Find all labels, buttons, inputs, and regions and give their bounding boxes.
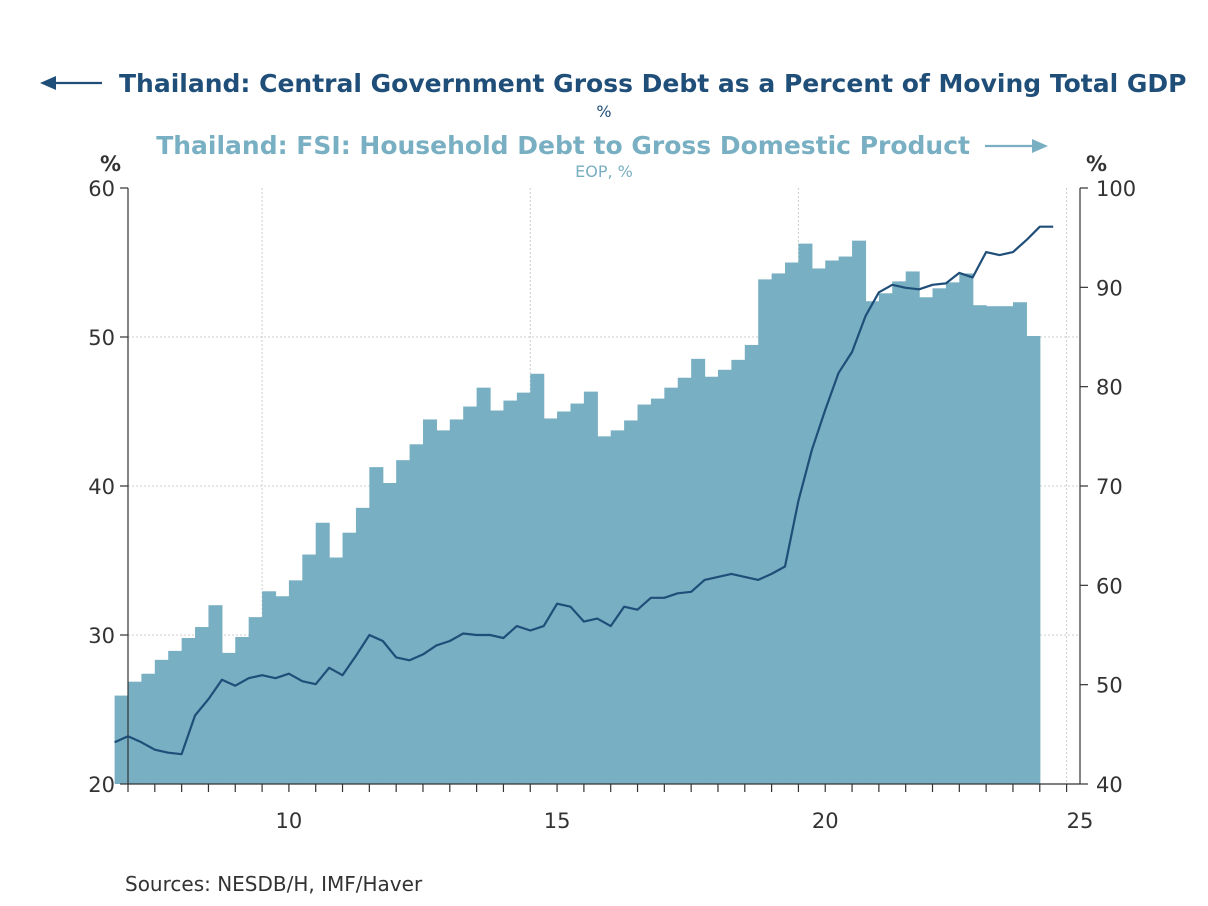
household-debt-bar [248, 617, 263, 784]
household-debt-bar [342, 532, 357, 784]
household-debt-bar [704, 376, 719, 784]
source-note: Sources: NESDB/H, IMF/Haver [125, 872, 423, 896]
household-debt-bar [369, 467, 384, 784]
household-debt-bar [798, 243, 813, 785]
household-debt-bar [570, 403, 585, 784]
left-series-arrow [40, 76, 102, 90]
household-debt-bar [959, 273, 974, 784]
right-tick-label: 90 [1096, 276, 1123, 300]
household-debt-bar [543, 418, 558, 784]
household-debt-bar [624, 420, 639, 784]
household-debt-bar [557, 411, 572, 784]
household-debt-bar [1026, 336, 1041, 784]
household-debt-bar [221, 652, 236, 784]
household-debt-bar [785, 262, 800, 784]
household-debt-bar [852, 240, 867, 784]
household-debt-bar [382, 483, 397, 784]
household-debt-bar [650, 398, 665, 784]
household-debt-bar [463, 406, 478, 784]
right-tick-label: 60 [1096, 574, 1123, 598]
household-debt-bar [637, 404, 652, 784]
household-debt-bars [114, 240, 1041, 785]
household-debt-bar [1012, 302, 1027, 784]
household-debt-bar [181, 637, 196, 784]
right-tick-label: 50 [1096, 674, 1123, 698]
household-debt-bar [476, 387, 491, 784]
household-debt-bar [262, 591, 277, 784]
household-debt-bar [503, 400, 518, 784]
household-debt-bar [396, 460, 411, 784]
household-debt-bar [275, 596, 290, 784]
household-debt-bar [986, 306, 1001, 784]
household-debt-bar [302, 554, 317, 784]
left-tick-label: 20 [88, 773, 115, 797]
household-debt-bar [168, 650, 183, 784]
x-tick-label: 10 [276, 809, 303, 833]
right-axis-unit: % [1086, 152, 1107, 176]
left-axis-unit: % [100, 152, 121, 176]
household-debt-bar [865, 301, 880, 784]
left-series-subtitle: % [596, 102, 611, 121]
household-debt-bar [235, 636, 250, 784]
right-tick-label: 100 [1096, 177, 1136, 201]
household-debt-bar [744, 344, 759, 784]
household-debt-bar [436, 430, 451, 784]
household-debt-bar [154, 659, 169, 784]
household-debt-bar [717, 369, 732, 784]
right-series-title: Thailand: FSI: Household Debt to Gross D… [156, 131, 970, 160]
household-debt-bar [691, 358, 706, 784]
household-debt-bar [583, 391, 598, 784]
household-debt-bar [422, 419, 437, 784]
right-series-arrow [985, 139, 1048, 153]
x-tick-label: 15 [544, 809, 571, 833]
household-debt-bar [141, 673, 156, 784]
household-debt-bar [771, 273, 786, 784]
household-debt-bar [677, 377, 692, 784]
x-tick-label: 20 [812, 809, 839, 833]
household-debt-bar [731, 359, 746, 784]
government-debt-line [114, 225, 1054, 756]
left-series-title: Thailand: Central Government Gross Debt … [119, 69, 1186, 98]
right-tick-label: 40 [1096, 773, 1123, 797]
household-debt-bar [449, 419, 464, 784]
x-tick-label: 25 [1067, 809, 1094, 833]
left-tick-label: 50 [88, 326, 115, 350]
household-debt-bar [905, 271, 920, 784]
household-debt-bar [825, 260, 840, 785]
right-series-subtitle: EOP, % [575, 162, 633, 181]
household-debt-bar [516, 392, 531, 784]
household-debt-bar [315, 522, 330, 784]
household-debt-bar [664, 387, 679, 784]
household-debt-bar [530, 373, 545, 784]
household-debt-bar [972, 305, 987, 784]
left-tick-label: 60 [88, 177, 115, 201]
household-debt-bar [945, 282, 960, 784]
household-debt-bar [811, 268, 826, 785]
household-debt-bar [892, 281, 907, 784]
household-debt-bar [409, 444, 424, 784]
household-debt-bar [610, 430, 625, 784]
household-debt-bar [288, 580, 303, 784]
household-debt-bar [999, 306, 1014, 784]
household-debt-bar [919, 297, 934, 784]
household-debt-bar [597, 436, 612, 784]
left-tick-label: 30 [88, 624, 115, 648]
household-debt-bar [208, 605, 223, 784]
household-debt-bar [838, 256, 853, 784]
right-tick-label: 70 [1096, 475, 1123, 499]
household-debt-bar [128, 681, 143, 784]
right-tick-label: 80 [1096, 376, 1123, 400]
household-debt-bar [932, 288, 947, 784]
axes: 20 30 40 50 60 40 50 60 70 80 90 100 10 15 20 25 [88, 177, 1136, 833]
household-debt-bar [758, 279, 773, 784]
household-debt-bar [490, 410, 505, 784]
household-debt-bar [878, 293, 893, 784]
left-tick-label: 40 [88, 475, 115, 499]
